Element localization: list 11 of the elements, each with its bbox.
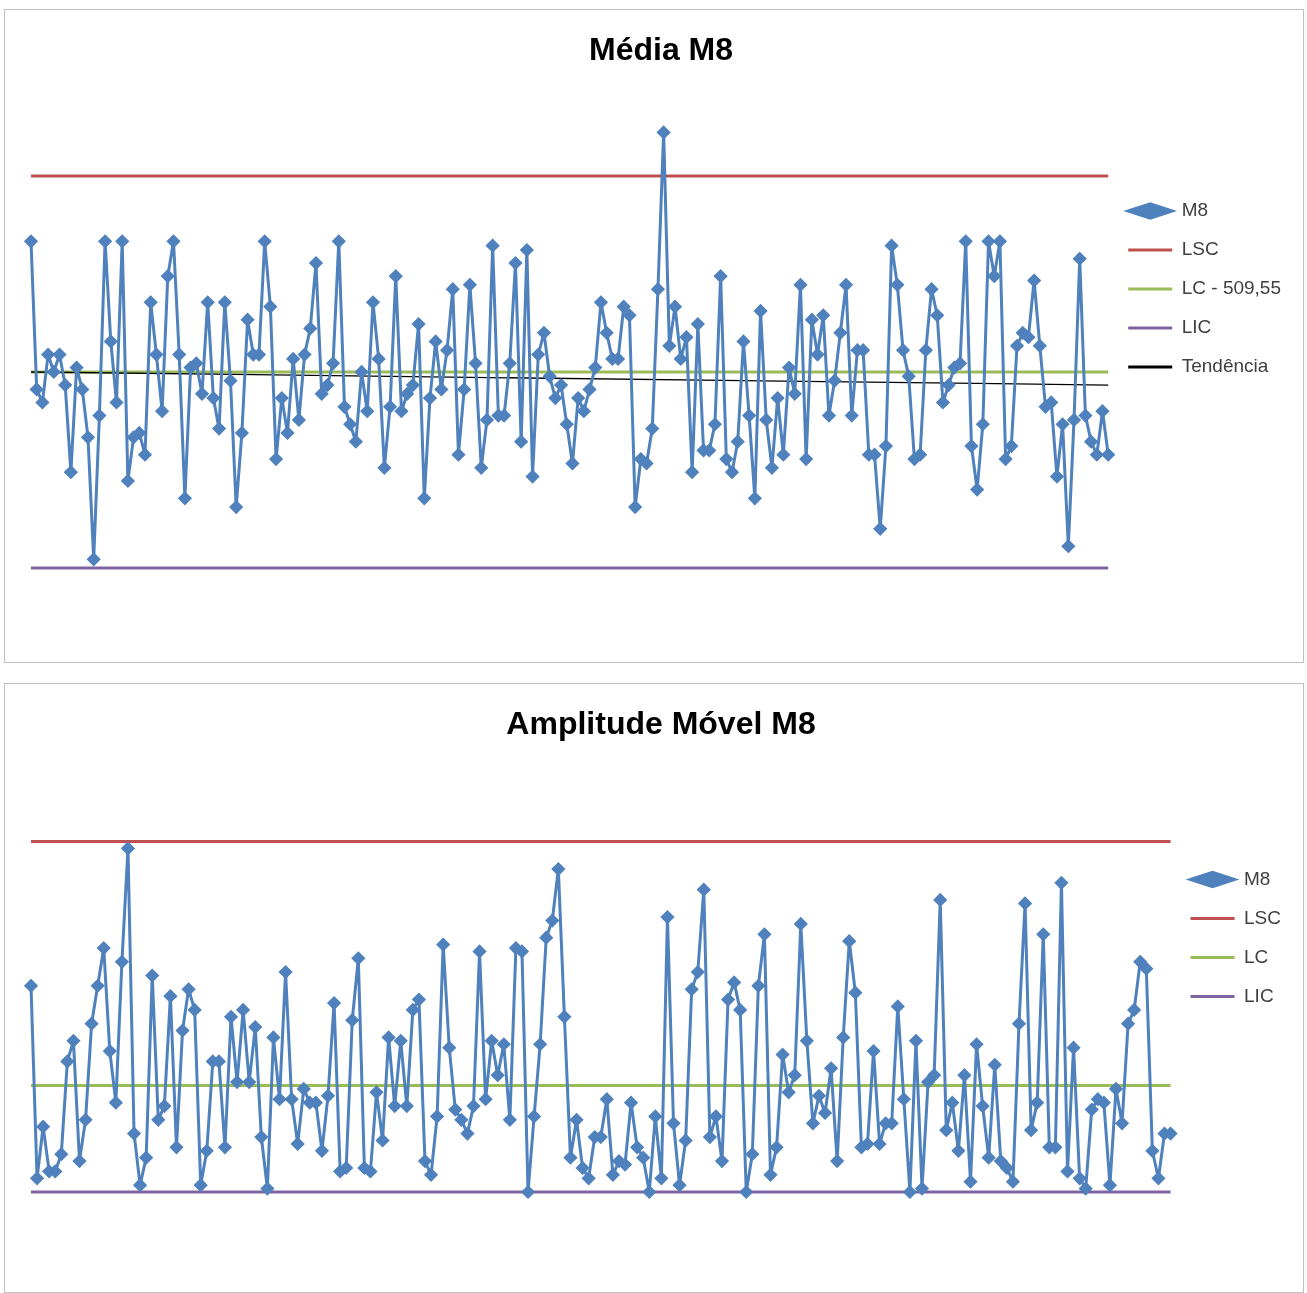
legend-label: LIC bbox=[1244, 984, 1274, 1006]
legend-label: LSC bbox=[1244, 906, 1282, 928]
chart-title: Média M8 bbox=[588, 31, 734, 68]
legend-label: M8 bbox=[1244, 867, 1271, 889]
legend-label: LC bbox=[1244, 945, 1269, 967]
legend-label: LIC bbox=[1181, 316, 1212, 338]
chart-title: Amplitude Móvel M8 bbox=[506, 705, 816, 742]
legend-label: LSC bbox=[1181, 238, 1219, 260]
legend-label: Tendência bbox=[1181, 355, 1269, 377]
legend-label: M8 bbox=[1181, 199, 1209, 221]
legend-label: LC - 509,55 bbox=[1181, 277, 1282, 299]
